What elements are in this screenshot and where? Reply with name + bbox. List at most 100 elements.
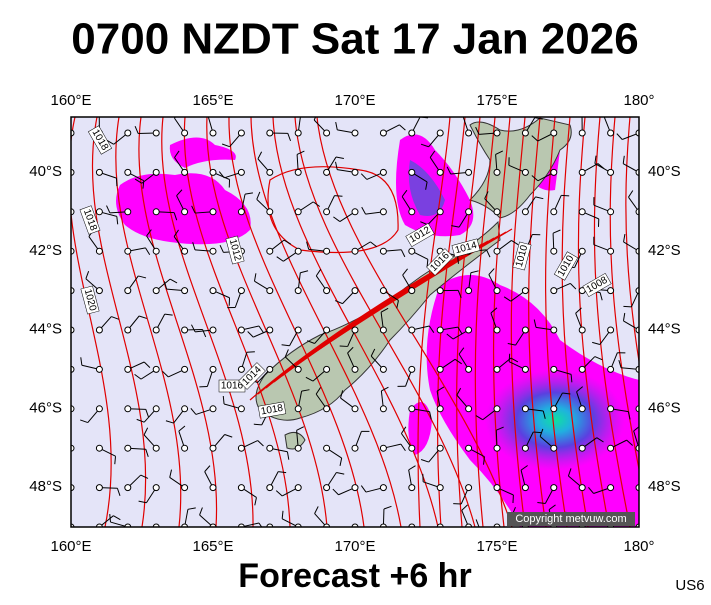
barb-feather [65,229,71,234]
station [238,406,244,412]
station [494,169,500,175]
station [295,130,301,136]
station [324,288,330,294]
station [380,445,386,451]
station [267,169,273,175]
station [579,445,585,451]
latitude-label: 42°S [29,242,62,259]
station [96,406,102,412]
station [210,209,216,215]
station [608,209,614,215]
station [238,485,244,491]
station [380,327,386,333]
station [125,445,131,451]
station [409,130,415,136]
barb-feather [418,529,424,535]
station [324,130,330,136]
station [551,445,557,451]
station [466,445,472,451]
station [380,248,386,254]
station [295,209,301,215]
latitude-label: 42°S [648,242,681,259]
station [96,248,102,254]
station [153,130,159,136]
barb-feather [52,223,60,226]
station [96,366,102,372]
station [295,288,301,294]
station [125,169,131,175]
latitude-label: 44°S [648,321,681,338]
station [437,406,443,412]
station [551,169,557,175]
station [182,209,188,215]
station [267,288,273,294]
barb-feather [50,521,54,528]
barb-feather [595,543,603,544]
station [210,130,216,136]
station [522,485,528,491]
barb-staff [424,527,440,535]
barb-staff [603,527,611,543]
station [125,248,131,254]
station [466,406,472,412]
station [437,209,443,215]
station [579,485,585,491]
station [579,366,585,372]
station [551,130,557,136]
barb-feather [61,466,66,473]
station [324,445,330,451]
barb-staff [61,172,71,187]
station [96,209,102,215]
product-code: US6 [675,577,704,594]
longitude-label: 165°E [192,538,233,555]
station [409,209,415,215]
station [437,445,443,451]
station [522,209,528,215]
station [96,327,102,333]
station [153,406,159,412]
station [466,130,472,136]
barb-staff [53,291,71,294]
station [551,288,557,294]
station [579,327,585,333]
station [267,209,273,215]
station [466,327,472,333]
station [295,485,301,491]
longitude-label: 175°E [476,92,517,109]
latitude-label: 46°S [648,399,681,416]
station [96,445,102,451]
station [551,485,557,491]
barb-feather [301,113,309,115]
station [608,169,614,175]
station [267,130,273,136]
station [380,406,386,412]
station [182,366,188,372]
station [352,366,358,372]
station [210,366,216,372]
latitude-label: 46°S [29,399,62,416]
station [352,209,358,215]
station [238,327,244,333]
station [409,169,415,175]
station [522,406,528,412]
copyright: Copyright metvuw.com [515,513,626,525]
longitude-label: 160°E [50,92,91,109]
station [437,169,443,175]
barb-feather [647,472,655,473]
station [210,485,216,491]
station [494,366,500,372]
barb-feather [509,354,510,362]
station [125,209,131,215]
station [352,169,358,175]
station [267,445,273,451]
station [182,406,188,412]
station [238,209,244,215]
station [238,288,244,294]
station [522,169,528,175]
title: 0700 NZDT Sat 17 Jan 2026 [71,15,638,64]
station [579,209,585,215]
barb-feather [334,196,342,197]
barb-feather [373,529,375,537]
station [409,406,415,412]
barb-staff [400,527,412,540]
